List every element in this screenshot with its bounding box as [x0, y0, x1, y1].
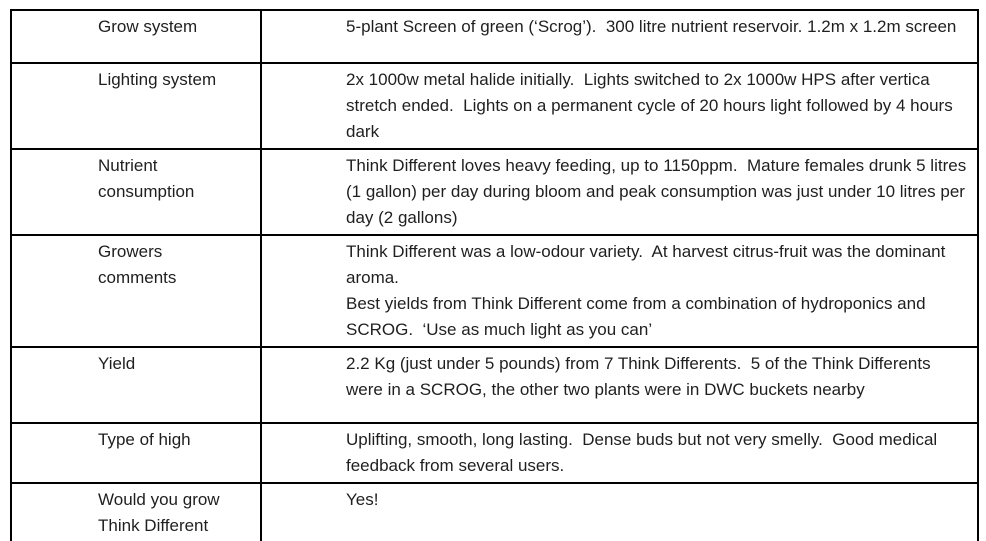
- row-value-yield: 2.2 Kg (just under 5 pounds) from 7 Thin…: [260, 346, 979, 424]
- row-value-nutrient-consumption: Think Different loves heavy feeding, up …: [260, 148, 979, 236]
- row-label-growers-comments: Growers comments: [10, 234, 262, 348]
- table-row: Would you grow Think Different again? Ye…: [10, 482, 979, 541]
- row-label-nutrient-consumption: Nutrient consumption: [10, 148, 262, 236]
- row-value-grow-again: Yes!: [260, 482, 979, 541]
- row-value-lighting-system: 2x 1000w metal halide initially. Lights …: [260, 62, 979, 150]
- row-value-growers-comments: Think Different was a low-odour variety.…: [260, 234, 979, 348]
- row-label-grow-again: Would you grow Think Different again?: [10, 482, 262, 541]
- row-value-grow-system: 5-plant Screen of green (‘Scrog’). 300 l…: [260, 9, 979, 64]
- table-row: Growers comments Think Different was a l…: [10, 234, 979, 348]
- table-row: Lighting system 2x 1000w metal halide in…: [10, 62, 979, 150]
- row-label-lighting-system: Lighting system: [10, 62, 262, 150]
- table-row: Nutrient consumption Think Different lov…: [10, 148, 979, 236]
- row-value-type-of-high: Uplifting, smooth, long lasting. Dense b…: [260, 422, 979, 484]
- table-row: Grow system 5-plant Screen of green (‘Sc…: [10, 9, 979, 64]
- row-label-type-of-high: Type of high: [10, 422, 262, 484]
- table-row: Yield 2.2 Kg (just under 5 pounds) from …: [10, 346, 979, 424]
- row-label-grow-system: Grow system: [10, 9, 262, 64]
- grow-report-table: Grow system 5-plant Screen of green (‘Sc…: [10, 9, 979, 541]
- row-label-yield: Yield: [10, 346, 262, 424]
- table-row: Type of high Uplifting, smooth, long las…: [10, 422, 979, 484]
